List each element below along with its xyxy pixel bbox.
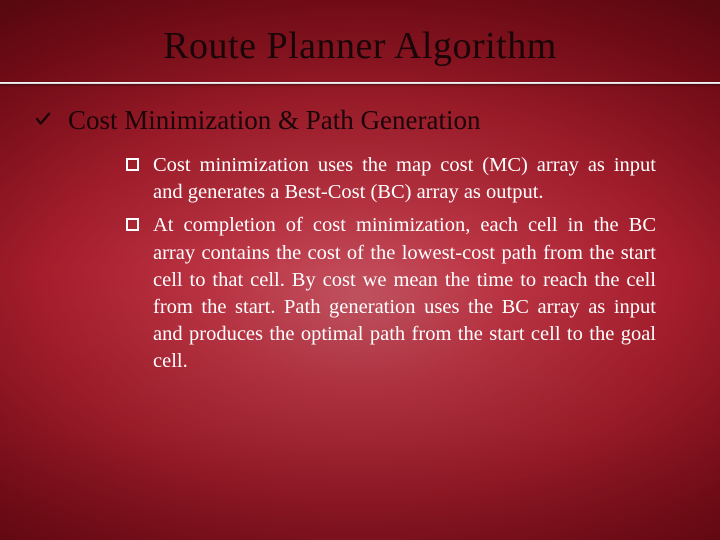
sub-bullet-text: At completion of cost minimization, each… [153,212,656,374]
checkmark-icon [34,110,52,130]
title-band: Route Planner Algorithm [0,0,720,82]
slide-title: Route Planner Algorithm [0,24,720,68]
headline-bullet: Cost Minimization & Path Generation [34,104,686,136]
sub-bullet-item: Cost minimization uses the map cost (MC)… [126,152,656,206]
hollow-square-icon [126,158,139,171]
hollow-square-icon [126,218,139,231]
sub-bullet-text: Cost minimization uses the map cost (MC)… [153,152,656,206]
headline-text: Cost Minimization & Path Generation [68,104,480,136]
slide-content: Cost Minimization & Path Generation Cost… [0,84,720,375]
sub-bullet-list: Cost minimization uses the map cost (MC)… [34,146,686,374]
sub-bullet-item: At completion of cost minimization, each… [126,212,656,374]
